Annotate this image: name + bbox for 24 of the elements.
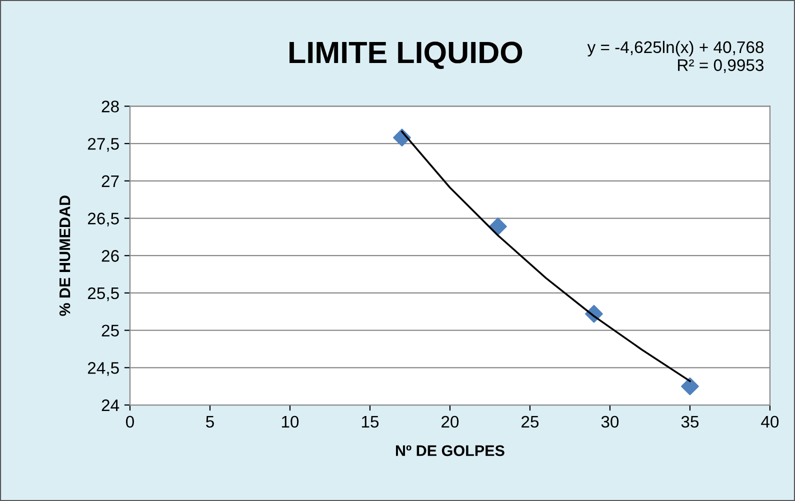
x-tick-label: 15: [362, 416, 379, 428]
y-axis-title: % DE HUMEDAD: [59, 196, 70, 316]
x-tick-label: 25: [522, 416, 539, 428]
x-axis-title: Nº DE GOLPES: [396, 445, 504, 456]
y-tick-label: 24,5: [88, 362, 119, 376]
y-tick-label: 25: [102, 324, 119, 337]
point: [489, 218, 507, 236]
y-tick-label: 26: [102, 250, 119, 262]
x-tick-label: 10: [282, 416, 299, 428]
y-tick-label: 24: [102, 399, 120, 412]
y-tick-label: 26,5: [88, 212, 119, 226]
text: y = -4,625ln(x) + 40,768 R² = 0,9953: [587, 40, 764, 74]
x-tick-label: 5: [206, 416, 214, 428]
chart-title: LIMITE LIQUIDO: [290, 42, 522, 70]
x-tick-label: 35: [681, 416, 699, 428]
point: [681, 377, 699, 396]
x-tick-label: 40: [761, 416, 779, 428]
x-tick-label: 0: [126, 416, 134, 428]
y-tick-label: 27,5: [88, 138, 119, 152]
y-tick-label: 28: [102, 100, 119, 112]
y-tick-label: 27: [102, 175, 119, 187]
y-tick-label: 25,5: [88, 287, 119, 302]
x-tick-label: 30: [601, 416, 619, 428]
x-tick-label: 20: [442, 416, 459, 428]
